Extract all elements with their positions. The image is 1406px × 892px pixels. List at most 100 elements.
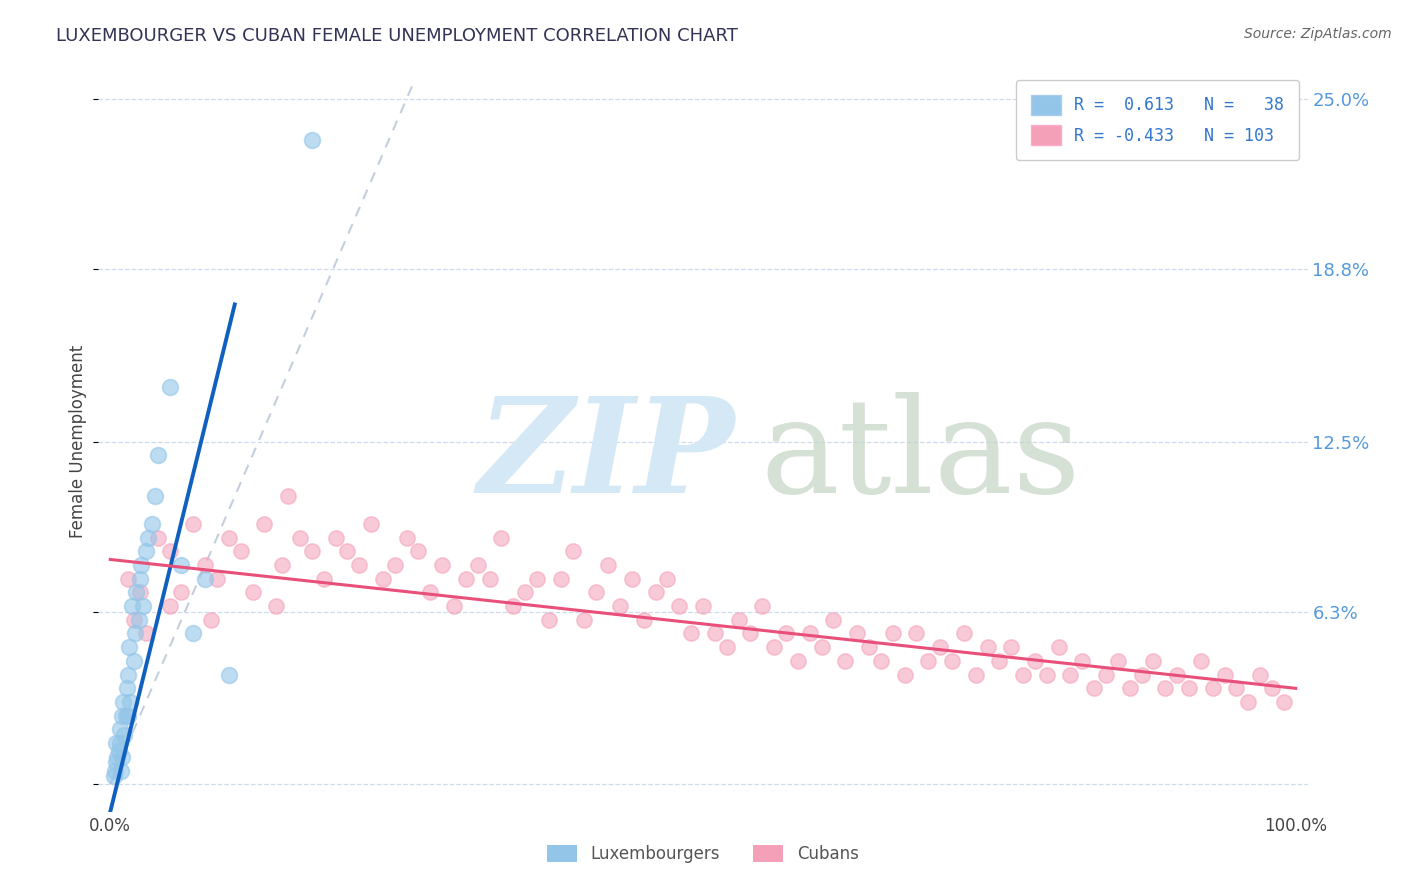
Point: [561, 544, 583, 558]
Point: [882, 626, 904, 640]
Point: [271, 558, 294, 572]
Point: [775, 626, 797, 640]
Point: [751, 599, 773, 613]
Point: [1059, 667, 1081, 681]
Point: [108, 723, 131, 737]
Point: [668, 599, 690, 613]
Point: [205, 572, 228, 586]
Point: [141, 516, 163, 531]
Point: [143, 489, 166, 503]
Point: [104, 764, 127, 778]
Point: [122, 654, 145, 668]
Point: [229, 544, 252, 558]
Point: [146, 448, 169, 462]
Point: [135, 544, 157, 558]
Point: [502, 599, 524, 613]
Point: [129, 572, 152, 586]
Point: [122, 613, 145, 627]
Point: [1119, 681, 1142, 696]
Point: [1142, 654, 1164, 668]
Point: [1261, 681, 1284, 696]
Point: [114, 728, 136, 742]
Point: [1095, 667, 1118, 681]
Point: [129, 585, 152, 599]
Point: [218, 667, 240, 681]
Point: [1024, 654, 1046, 668]
Point: [976, 640, 998, 655]
Point: [681, 626, 703, 640]
Point: [1166, 667, 1188, 681]
Point: [799, 626, 821, 640]
Point: [858, 640, 880, 655]
Point: [253, 516, 276, 531]
Point: [869, 654, 891, 668]
Point: [136, 531, 159, 545]
Point: [194, 572, 217, 586]
Point: [135, 626, 157, 640]
Point: [585, 585, 607, 599]
Point: [419, 585, 441, 599]
Y-axis label: Female Unemployment: Female Unemployment: [69, 345, 87, 538]
Point: [277, 489, 299, 503]
Point: [194, 558, 217, 572]
Point: [118, 640, 141, 655]
Point: [108, 736, 131, 750]
Point: [408, 544, 430, 558]
Point: [491, 531, 513, 545]
Point: [467, 558, 489, 572]
Point: [117, 572, 139, 586]
Point: [1249, 667, 1271, 681]
Point: [159, 544, 181, 558]
Point: [633, 613, 655, 627]
Text: atlas: atlas: [761, 392, 1081, 521]
Text: Source: ZipAtlas.com: Source: ZipAtlas.com: [1244, 27, 1392, 41]
Point: [1071, 654, 1094, 668]
Point: [218, 531, 240, 545]
Point: [129, 558, 152, 572]
Point: [181, 626, 204, 640]
Point: [657, 572, 679, 586]
Point: [620, 572, 643, 586]
Point: [395, 531, 418, 545]
Point: [1202, 681, 1225, 696]
Point: [117, 667, 139, 681]
Point: [111, 708, 134, 723]
Point: [965, 667, 987, 681]
Point: [107, 744, 129, 758]
Point: [384, 558, 406, 572]
Point: [112, 695, 135, 709]
Point: [181, 516, 204, 531]
Point: [128, 613, 150, 627]
Point: [740, 626, 762, 640]
Point: [917, 654, 939, 668]
Point: [242, 585, 264, 599]
Point: [301, 544, 323, 558]
Point: [347, 558, 370, 572]
Point: [1272, 695, 1295, 709]
Point: [1154, 681, 1177, 696]
Point: [1225, 681, 1247, 696]
Point: [1000, 640, 1022, 655]
Point: [371, 572, 394, 586]
Point: [1189, 654, 1212, 668]
Point: [598, 558, 620, 572]
Point: [103, 769, 125, 783]
Point: [105, 736, 128, 750]
Point: [110, 764, 132, 778]
Point: [200, 613, 222, 627]
Point: [1083, 681, 1105, 696]
Point: [146, 531, 169, 545]
Point: [692, 599, 714, 613]
Point: [312, 572, 335, 586]
Point: [115, 681, 138, 696]
Point: [443, 599, 465, 613]
Point: [941, 654, 963, 668]
Point: [537, 613, 560, 627]
Point: [834, 654, 856, 668]
Point: [716, 640, 738, 655]
Point: [703, 626, 725, 640]
Point: [1047, 640, 1070, 655]
Point: [454, 572, 477, 586]
Point: [609, 599, 631, 613]
Point: [786, 654, 808, 668]
